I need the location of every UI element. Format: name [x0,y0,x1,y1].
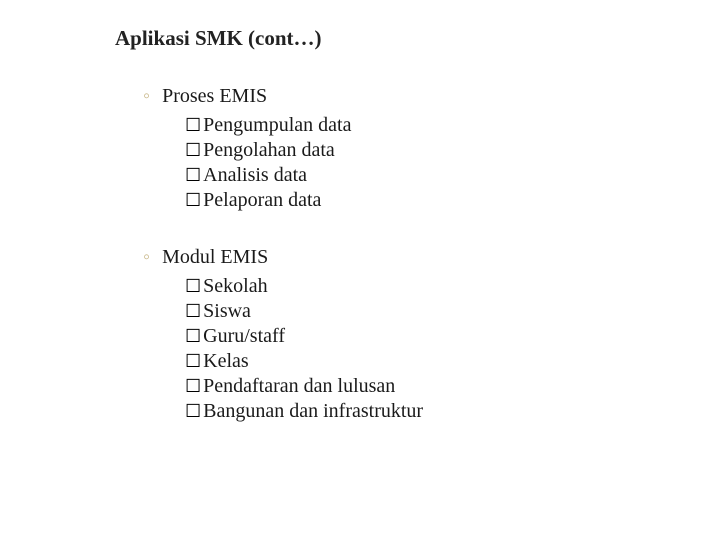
slide-title: Aplikasi SMK (cont…) [115,26,720,51]
list-item: ☐ Pelaporan data [185,189,720,212]
list-item: ☐ Bangunan dan infrastruktur [185,400,720,423]
item-label: Pelaporan data [203,189,321,212]
item-label: Bangunan dan infrastruktur [203,400,423,423]
list-item: ☐ Sekolah [185,275,720,298]
box-icon: ☐ [185,351,201,372]
box-icon: ☐ [185,115,201,136]
section-items: ☐ Pengumpulan data ☐ Pengolahan data ☐ A… [185,114,720,212]
list-item: ☐ Pendaftaran dan lulusan [185,375,720,398]
section-proses-emis: ◦ Proses EMIS ☐ Pengumpulan data ☐ Pengo… [115,85,720,212]
list-item: ☐ Siswa [185,300,720,323]
box-icon: ☐ [185,190,201,211]
item-label: Kelas [203,350,249,373]
circle-bullet-icon: ◦ [143,86,150,106]
list-item: ☐ Kelas [185,350,720,373]
list-item: ☐ Guru/staff [185,325,720,348]
box-icon: ☐ [185,165,201,186]
section-header: ◦ Proses EMIS [143,85,720,108]
box-icon: ☐ [185,276,201,297]
box-icon: ☐ [185,376,201,397]
item-label: Pengolahan data [203,139,335,162]
box-icon: ☐ [185,401,201,422]
list-item: ☐ Analisis data [185,164,720,187]
item-label: Siswa [203,300,251,323]
section-label: Proses EMIS [162,85,267,108]
item-label: Pengumpulan data [203,114,351,137]
item-label: Analisis data [203,164,307,187]
item-label: Pendaftaran dan lulusan [203,375,395,398]
item-label: Sekolah [203,275,267,298]
box-icon: ☐ [185,301,201,322]
circle-bullet-icon: ◦ [143,247,150,267]
section-label: Modul EMIS [162,246,268,269]
item-label: Guru/staff [203,325,285,348]
slide: Aplikasi SMK (cont…) ◦ Proses EMIS ☐ Pen… [0,0,720,540]
box-icon: ☐ [185,140,201,161]
box-icon: ☐ [185,326,201,347]
list-item: ☐ Pengumpulan data [185,114,720,137]
section-items: ☐ Sekolah ☐ Siswa ☐ Guru/staff ☐ Kelas ☐… [185,275,720,423]
list-item: ☐ Pengolahan data [185,139,720,162]
section-header: ◦ Modul EMIS [143,246,720,269]
section-modul-emis: ◦ Modul EMIS ☐ Sekolah ☐ Siswa ☐ Guru/st… [115,246,720,423]
